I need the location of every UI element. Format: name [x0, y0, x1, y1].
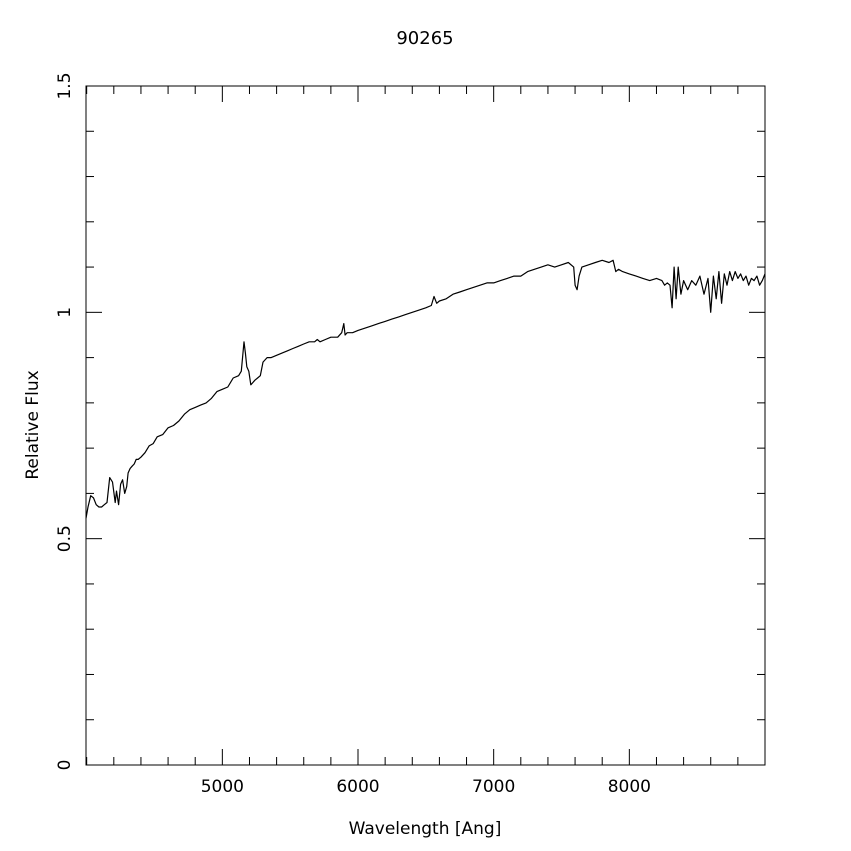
x-tick-label: 6000 — [336, 777, 379, 797]
spectrum-line — [85, 259, 766, 519]
y-tick-label: 1.5 — [55, 72, 75, 99]
chart-title: 90265 — [396, 28, 453, 49]
y-axis-label: Relative Flux — [23, 370, 43, 479]
x-axis-label: Wavelength [Ang] — [349, 819, 502, 839]
y-tick-label: 1 — [55, 307, 75, 318]
y-tick-label: 0.5 — [55, 525, 75, 552]
x-tick-label: 8000 — [608, 777, 651, 797]
axis-ticks — [86, 85, 766, 766]
axis-tick-labels: 5000 6000 7000 8000 0 0.5 1 1.5 — [55, 72, 651, 797]
y-tick-label: 0 — [55, 760, 75, 771]
plot-frame — [85, 85, 766, 766]
x-tick-label: 5000 — [201, 777, 244, 797]
x-tick-label: 7000 — [472, 777, 515, 797]
